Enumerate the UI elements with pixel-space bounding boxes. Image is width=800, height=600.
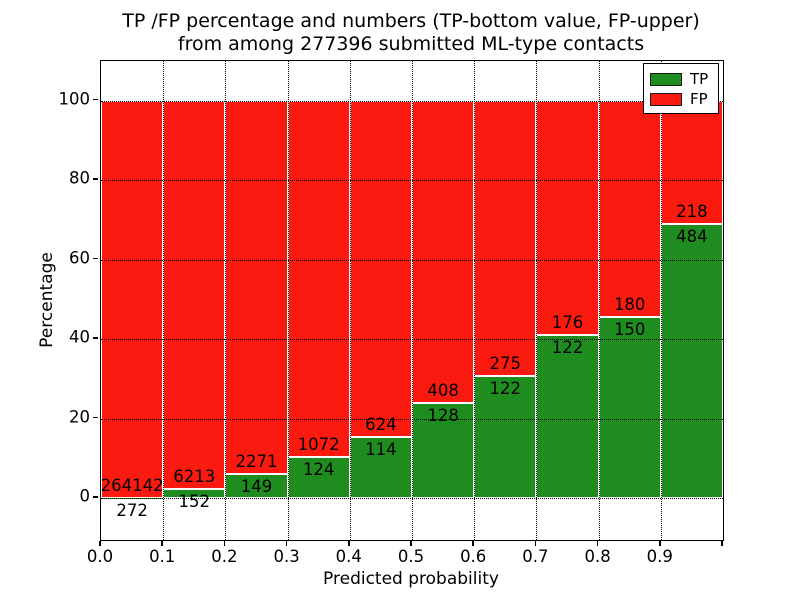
gridline-vertical — [660, 61, 662, 540]
gridline-vertical — [412, 61, 413, 540]
tp-count-label: 122 — [551, 338, 584, 358]
x-tick-label: 0.2 — [211, 547, 238, 566]
x-tick — [223, 541, 226, 546]
x-tick — [721, 541, 723, 546]
y-axis-label: Percentage — [37, 252, 57, 348]
tp-count-label: 152 — [178, 491, 211, 511]
bar-fp-segment — [349, 100, 412, 437]
fp-count-label: 624 — [365, 414, 397, 434]
bar-fp-segment — [598, 100, 661, 318]
bar-tp-segment — [660, 223, 723, 498]
bar-fp-segment — [287, 100, 350, 457]
y-tick-label: 0 — [79, 486, 91, 506]
y-tick — [93, 416, 98, 419]
x-tick — [161, 541, 163, 546]
chart-title: TP /FP percentage and numbers (TP-bottom… — [122, 10, 700, 56]
gridline-vertical — [287, 61, 289, 540]
tp-count-label: 484 — [676, 226, 708, 246]
fp-count-label: 218 — [676, 201, 708, 221]
plot-area: 264142 272 6213 152 2271 149 1072 124 624 114 408 1… — [100, 60, 724, 541]
x-tick-label: 0.4 — [335, 547, 362, 566]
x-tick — [596, 541, 599, 546]
tp-count-label: 122 — [489, 378, 522, 398]
tp-count-label: 150 — [613, 320, 646, 340]
x-tick — [472, 541, 474, 546]
gridline-vertical — [163, 61, 165, 540]
x-tick — [410, 541, 412, 546]
x-tick — [534, 541, 537, 546]
x-tick-label: 0.8 — [584, 547, 611, 566]
gridline-vertical — [536, 61, 538, 540]
y-tick-label: 20 — [69, 407, 90, 427]
fp-count-label: 264142 — [100, 475, 164, 495]
x-tick — [348, 541, 350, 546]
bar-fp-segment — [163, 100, 226, 489]
fp-count-label: 1072 — [297, 434, 340, 454]
bar-fp-segment — [412, 100, 475, 404]
chart-title-line1: TP /FP percentage and numbers (TP-bottom… — [122, 10, 700, 32]
tp-count-label: 124 — [302, 459, 335, 479]
tp-count-label: 149 — [240, 476, 273, 496]
fp-count-label: 408 — [427, 381, 459, 401]
x-tick — [659, 541, 661, 546]
x-tick — [285, 541, 288, 546]
x-tick-label: 0.6 — [460, 547, 487, 566]
y-tick — [93, 178, 98, 180]
x-tick-label: 0.3 — [273, 547, 300, 566]
legend-label-fp: FP — [690, 90, 708, 108]
fp-count-label: 176 — [551, 313, 584, 333]
x-axis-label: Predicted probability — [323, 569, 499, 589]
bar-tp-segment — [598, 317, 661, 498]
y-tick-label: 100 — [58, 89, 91, 109]
tp-count-label: 128 — [427, 406, 459, 426]
fp-count-label: 180 — [613, 295, 646, 315]
gridline-vertical — [225, 61, 227, 540]
bar-fp-segment — [536, 100, 599, 336]
x-tick — [99, 541, 101, 546]
tp-count-label: 272 — [116, 500, 148, 520]
y-tick — [93, 337, 98, 339]
fp-count-label: 6213 — [173, 466, 216, 486]
bar-tp-segment — [536, 335, 599, 498]
bar-tp-segment — [474, 375, 537, 498]
y-tick-label: 80 — [69, 168, 90, 188]
x-tick-label: 0.5 — [397, 547, 425, 566]
y-tick-label: 40 — [69, 327, 90, 347]
bar-tp-segment — [287, 456, 350, 498]
y-tick — [93, 257, 98, 260]
bar-fp-segment — [660, 100, 723, 224]
bar-tp-segment — [349, 436, 412, 498]
chart-title-line2: from among 277396 submitted ML-type cont… — [177, 33, 645, 55]
legend-label-tp: TP — [690, 70, 709, 88]
tp-swatch-icon — [650, 72, 682, 86]
y-tick — [93, 98, 98, 101]
x-tick-label: 0.0 — [86, 547, 114, 566]
bar-fp-segment — [474, 100, 537, 376]
fp-count-label: 2271 — [235, 451, 278, 471]
legend: TP FP — [643, 63, 719, 114]
fp-swatch-icon — [650, 92, 682, 106]
legend-item-fp: FP — [644, 89, 718, 109]
gridline-vertical — [349, 61, 351, 540]
bar-tp-segment — [101, 497, 164, 499]
gridline-vertical — [598, 61, 600, 540]
tp-count-label: 114 — [365, 439, 397, 459]
bar-tp-segment — [225, 473, 288, 498]
gridline-vertical — [474, 61, 476, 540]
fp-count-label: 275 — [489, 353, 522, 373]
x-tick-label: 0.7 — [522, 547, 549, 566]
y-tick-label: 60 — [69, 248, 90, 268]
bar-fp-segment — [101, 100, 164, 498]
x-tick-label: 0.9 — [646, 547, 673, 566]
legend-item-tp: TP — [644, 69, 718, 89]
y-tick — [93, 496, 98, 498]
x-tick-label: 0.1 — [149, 547, 176, 566]
